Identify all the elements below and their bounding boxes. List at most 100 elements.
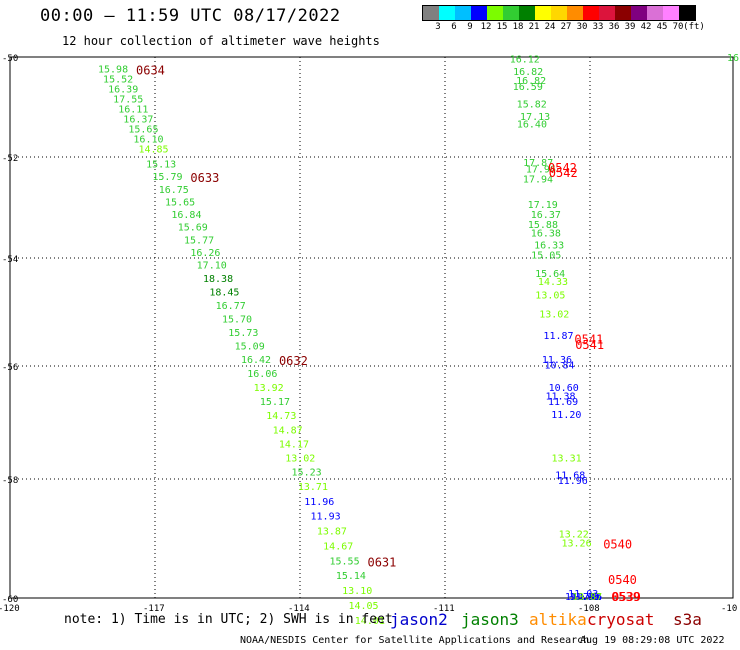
wave-height-value: 13.02 [285,454,315,465]
wave-height-value: 15.05 [531,250,561,261]
wave-height-value: 11.87 [543,331,573,342]
wave-height-value: 14.33 [538,277,568,288]
colorbar-cell [599,6,615,20]
wave-height-value: 13.05 [535,290,565,301]
wave-height-value: 14.05 [348,601,378,612]
pass-time-label: 0539 [612,590,641,604]
wave-height-value: 15.09 [235,342,265,353]
wave-height-value: 11.96 [304,497,334,508]
map-frame [9,56,734,599]
latitude-tick-label: -54 [2,255,18,265]
wave-height-value: 16.82 [516,76,546,87]
wave-height-value: 16.10 [133,135,163,146]
wave-height-value: 17.10 [197,261,227,272]
longitude-tick-label: -10 [721,604,737,614]
latitude-tick-label: -58 [2,476,18,486]
longitude-tick-label: -114 [288,604,310,614]
colorbar-label: 6 [451,22,457,32]
longitude-tick-label: -108 [578,604,600,614]
wave-height-value: 15.98 [98,65,128,76]
wave-height-value: 15.17 [260,397,290,408]
wave-height-value: 15.65 [128,125,158,136]
wave-height-value: 13.22 [559,530,589,541]
colorbar-cell [679,6,695,20]
wave-height-value: 13.87 [317,527,347,538]
wave-height-value: 15.70 [222,315,252,326]
satellite-label-jason3: jason3 [461,610,519,629]
wave-height-value: 17.96 [526,165,556,176]
wave-height-value: 15.69 [178,223,208,234]
latitude-tick-label: -60 [2,595,18,605]
latitude-tick-label: -52 [2,154,18,164]
pass-time-label: 0540 [603,538,632,552]
wave-height-value: 11.38 [545,391,575,402]
generation-timestamp: Aug 19 08:29:08 UTC 2022 [580,635,725,646]
satellite-label-s3a: s3a [673,610,702,629]
colorbar-label: 21 [528,22,540,32]
wave-height-value: 11.03 [568,589,598,600]
wave-height-value: 17.13 [520,112,550,123]
pass-time-label: 0633 [190,171,219,185]
wave-height-value: 13.31 [552,454,582,465]
wave-height-value: 11.05 [572,592,602,603]
colorbar-cell [583,6,599,20]
colorbar-cell [503,6,519,20]
wave-height-value: 11.93 [311,512,341,523]
colorbar-cell [519,6,535,20]
colorbar-label: 42 [640,22,652,32]
wave-height-value: 14.87 [273,425,303,436]
wave-height-value: 15.13 [146,160,176,171]
wave-height-value: 17.94 [523,175,553,186]
wave-height-value: 14.01 [355,616,385,627]
pass-time-label: 0634 [136,64,165,78]
wave-height-value: 17.55 [113,95,143,106]
colorbar-cell [471,6,487,20]
wave-height-value: 15.23 [292,468,322,479]
wave-height-value: 10.60 [549,383,579,394]
colorbar-label: 15 [496,22,508,32]
colorbar-label: 27 [560,22,572,32]
wave-height-value: 16.11 [118,105,148,116]
wave-height-value: 13.92 [254,383,284,394]
longitude-tick-label: -117 [143,604,165,614]
wave-height-value: 16.84 [171,210,201,221]
colorbar-label: 36 [608,22,620,32]
colorbar-cell [647,6,663,20]
wave-height-value: 18.38 [203,274,233,285]
wave-height-value: 13.02 [539,309,569,320]
wave-height-value: 11.65 [569,592,599,603]
colorbar-label: 3 [435,22,441,32]
colorbar-cell [535,6,551,20]
wave-height-value: 16.39 [108,85,138,96]
wave-height-value: 13.26 [562,539,592,550]
pass-time-label: 0541 [574,333,603,347]
pass-time-label: 0631 [367,555,396,569]
wave-height-value: 16.59 [513,82,543,93]
wave-height-value: 17.87 [523,158,553,169]
wave-height-value: 14.73 [266,411,296,422]
wave-height-value: 11.69 [548,397,578,408]
colorbar-cell [439,6,455,20]
pass-time-label: 0632 [279,354,308,368]
colorbar-label: 45 [656,22,668,32]
wave-height-value: 17.19 [528,200,558,211]
credit-line: NOAA/NESDIS Center for Satellite Applica… [240,635,590,646]
wave-height-value: 10.84 [544,361,574,372]
colorbar-label: 39 [624,22,636,32]
wave-height-colorbar [422,5,696,21]
satellite-label-altika: altika [529,610,587,629]
wave-height-value: 16.77 [216,301,246,312]
colorbar-label: 9 [467,22,473,32]
colorbar-cell [455,6,471,20]
wave-height-value: 11.68 [555,471,585,482]
wave-height-value: 18.45 [209,288,239,299]
wave-height-value: 15.14 [336,571,366,582]
wave-height-value: 15.55 [329,556,359,567]
wave-height-value: 16.37 [531,210,561,221]
pass-time-label: 0542 [548,161,577,175]
wave-height-value: 15.73 [228,328,258,339]
satellite-label-jason2: jason2 [390,610,448,629]
wave-height-value: 16.75 [159,185,189,196]
